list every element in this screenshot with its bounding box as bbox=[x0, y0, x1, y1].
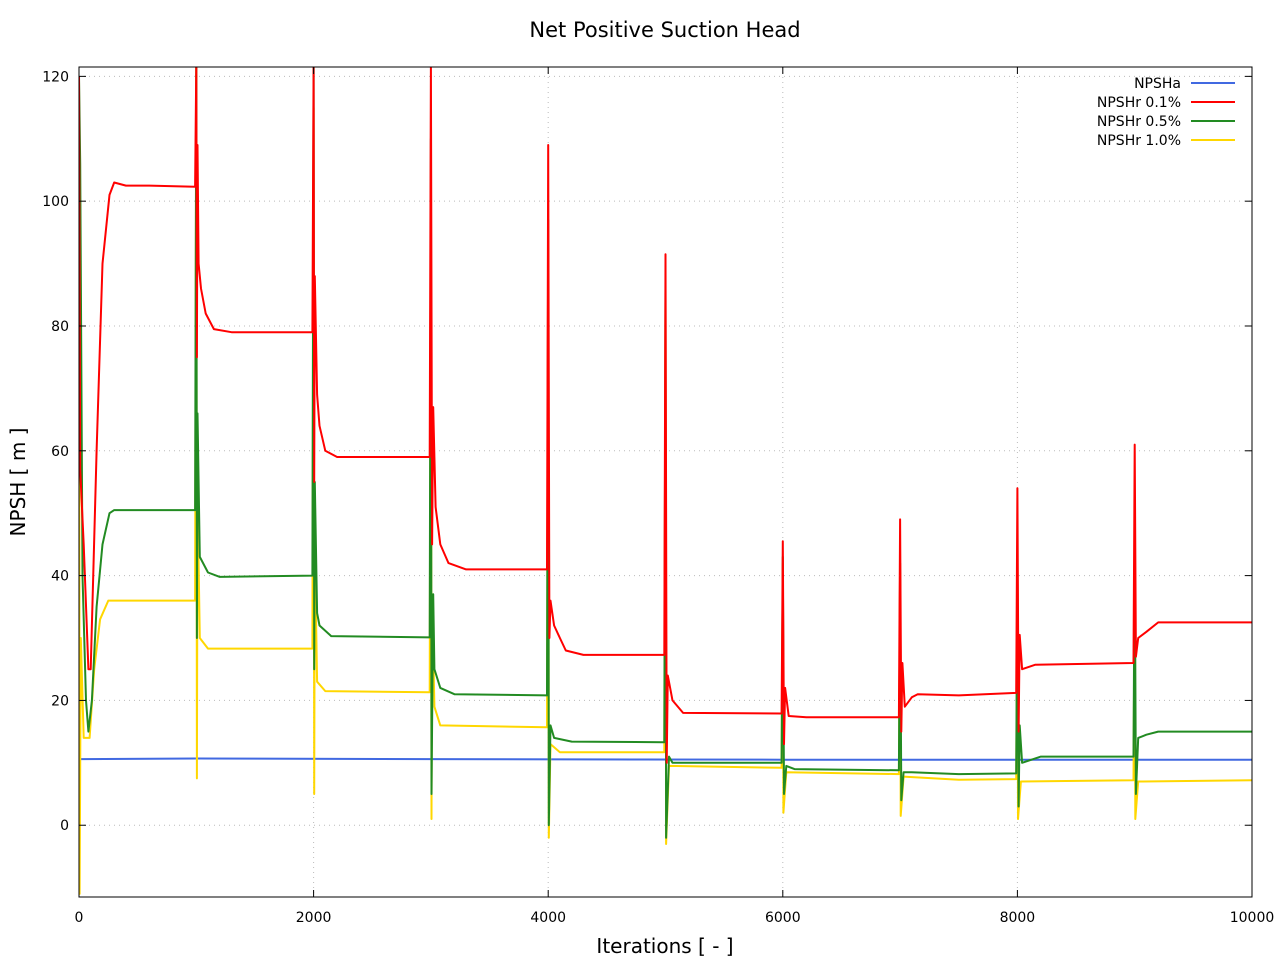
x-axis-label: Iterations [ - ] bbox=[596, 934, 733, 958]
y-tick-label: 60 bbox=[51, 444, 69, 460]
y-tick-label: 40 bbox=[51, 569, 69, 585]
legend: NPSHa NPSHr 0.1% NPSHr 0.5% NPSHr 1.0% bbox=[1097, 76, 1235, 149]
y-tick-label: 120 bbox=[42, 69, 69, 85]
legend-label: NPSHa bbox=[1134, 76, 1181, 92]
legend-label: NPSHr 0.5% bbox=[1097, 114, 1181, 130]
x-tick-label: 4000 bbox=[530, 910, 566, 926]
y-tick-label: 100 bbox=[42, 194, 69, 210]
legend-label: NPSHr 1.0% bbox=[1097, 133, 1181, 149]
x-tick-label: 2000 bbox=[296, 910, 332, 926]
x-tick-label: 8000 bbox=[1000, 910, 1036, 926]
legend-label: NPSHr 0.1% bbox=[1097, 95, 1181, 111]
series-line-1 bbox=[79, 67, 1252, 764]
y-tick-label: 80 bbox=[51, 319, 69, 335]
series-lines bbox=[79, 67, 1252, 895]
y-tick-label: 20 bbox=[51, 693, 69, 709]
series-line-3 bbox=[79, 67, 1252, 895]
x-tick-label: 10000 bbox=[1230, 910, 1275, 926]
x-tick-label: 6000 bbox=[765, 910, 801, 926]
y-tick-label: 0 bbox=[60, 818, 69, 834]
y-axis-label: NPSH [ m ] bbox=[6, 428, 30, 537]
ticks: 0 2000 4000 6000 8000 10000 0 20 40 60 80 100 120 bbox=[42, 67, 1274, 926]
plot-frame bbox=[78, 66, 1253, 898]
x-tick-label: 0 bbox=[75, 910, 84, 926]
chart-title: Net Positive Suction Head bbox=[529, 18, 800, 42]
